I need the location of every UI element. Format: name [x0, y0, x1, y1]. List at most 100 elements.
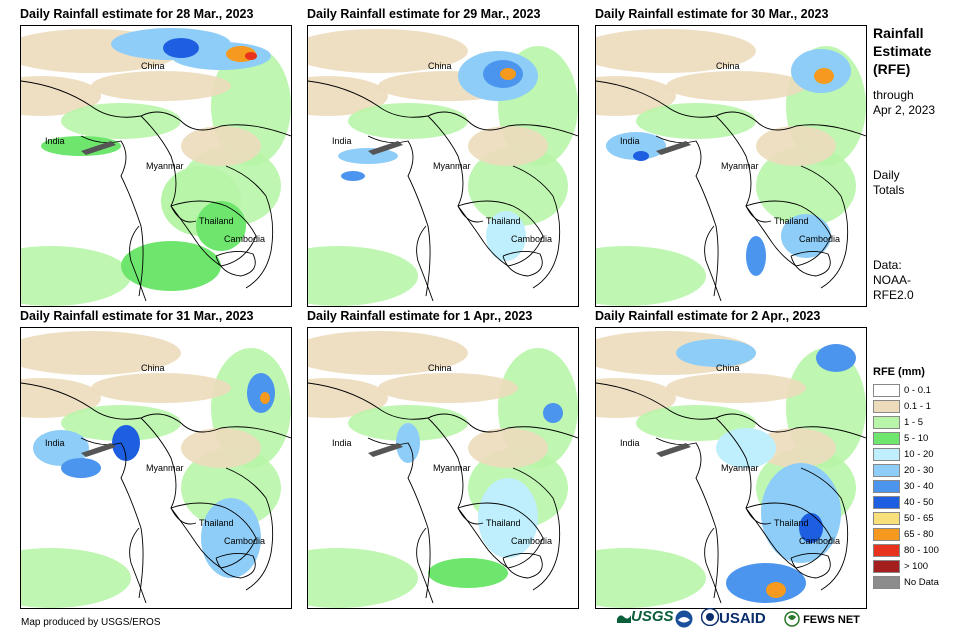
country-border — [416, 225, 434, 302]
rain-area — [181, 428, 261, 468]
rain-area — [308, 378, 388, 418]
map-canvas — [308, 29, 578, 306]
country-border — [512, 467, 561, 591]
country-border — [21, 382, 291, 439]
text-line: RFE2.0 — [873, 288, 914, 302]
legend-swatch — [873, 384, 900, 397]
legend-swatch — [873, 560, 900, 573]
country-border — [715, 417, 772, 525]
place-label-cambodia: Cambodia — [224, 234, 266, 244]
usgs-logo: USGS — [617, 608, 674, 625]
rain-area — [33, 430, 89, 466]
map-canvas — [596, 331, 866, 608]
rain-area — [814, 68, 834, 84]
rainfall-map: China India Myanmar Thailand Cambodia — [595, 327, 867, 609]
rain-area — [756, 146, 856, 226]
rain-area — [308, 331, 468, 375]
rain-area — [247, 373, 275, 413]
legend-swatch — [873, 416, 900, 429]
country-border — [745, 502, 832, 569]
country-border — [170, 200, 257, 267]
rain-area — [596, 29, 756, 73]
rain-area — [666, 71, 806, 101]
rain-area — [61, 103, 181, 139]
country-border — [427, 417, 484, 525]
usaid-seal-icon — [700, 607, 720, 627]
country-border — [140, 115, 197, 223]
legend-label: 65 - 80 — [904, 529, 934, 540]
place-label-india: India — [620, 136, 640, 146]
coastline-no-data — [81, 443, 116, 457]
place-label-cambodia: Cambodia — [511, 234, 553, 244]
place-label-china: China — [716, 61, 740, 71]
usaid-logo: USAID — [700, 607, 766, 627]
rain-area — [478, 478, 538, 558]
title-line: Estimate — [873, 43, 932, 59]
place-label-cambodia: Cambodia — [799, 536, 841, 546]
rain-area — [799, 513, 823, 543]
country-border — [21, 80, 291, 137]
fewsnet-globe-icon — [784, 611, 800, 627]
place-label-myanmar: Myanmar — [146, 463, 184, 473]
usgs-wave-icon — [617, 615, 631, 623]
rain-area — [308, 76, 388, 116]
text-line: NOAA- — [873, 273, 912, 287]
rain-area — [596, 76, 676, 116]
legend-title: RFE (mm) — [873, 366, 925, 378]
country-border — [596, 80, 866, 137]
country-border — [502, 553, 543, 579]
country-border — [715, 115, 772, 223]
place-label-thailand: Thailand — [199, 518, 234, 528]
rainfall-map: China India Myanmar Thailand Cambodia — [595, 25, 867, 307]
rain-area — [91, 71, 231, 101]
place-label-india: India — [332, 136, 352, 146]
map-credit: Map produced by USGS/EROS — [21, 617, 161, 628]
map-canvas — [21, 28, 291, 306]
country-border — [215, 251, 256, 277]
rain-area — [766, 582, 786, 598]
rain-area — [121, 241, 221, 291]
rain-area — [781, 214, 831, 258]
rain-area — [500, 68, 516, 80]
rain-area — [468, 146, 568, 226]
title-line: (RFE) — [873, 61, 911, 77]
rain-area — [21, 548, 131, 608]
panel-title: Daily Rainfall estimate for 2 Apr., 2023 — [595, 309, 821, 323]
place-label-china: China — [141, 61, 165, 71]
rain-area — [61, 458, 101, 478]
country-border — [457, 502, 544, 569]
rain-area — [41, 136, 121, 156]
country-border — [790, 251, 831, 277]
text-line: Data: — [873, 258, 902, 272]
map-canvas — [596, 29, 866, 306]
legend-swatch — [873, 528, 900, 541]
rain-area — [308, 246, 418, 306]
country-border — [225, 165, 274, 289]
rainfall-map: China India Myanmar Thailand Cambodia — [307, 327, 579, 609]
rain-area — [468, 428, 548, 468]
legend-swatch — [873, 544, 900, 557]
legend-label: 1 - 5 — [904, 417, 924, 428]
place-label-thailand: Thailand — [774, 216, 809, 226]
country-border — [225, 467, 274, 591]
coastline-no-data — [368, 443, 403, 457]
place-label-thailand: Thailand — [486, 518, 521, 528]
rainfall-map: China India Myanmar Thailand Cambodia — [20, 327, 292, 609]
country-border — [502, 251, 543, 277]
legend-swatch — [873, 496, 900, 509]
legend-swatch — [873, 512, 900, 525]
country-border — [140, 417, 197, 525]
rain-area — [245, 52, 257, 60]
legend-label: 30 - 40 — [904, 481, 934, 492]
rain-area — [196, 201, 246, 251]
text-line: Totals — [873, 183, 905, 197]
rain-area — [486, 211, 526, 261]
rain-area — [666, 373, 806, 403]
rainfall-map: China India Myanmar Thailand Cambodia — [307, 25, 579, 307]
through-date: through Apr 2, 2023 — [873, 88, 935, 118]
place-label-china: China — [428, 61, 452, 71]
place-label-china: China — [141, 363, 165, 373]
country-border — [704, 225, 722, 302]
legend-label: 5 - 10 — [904, 433, 929, 444]
legend-swatch — [873, 576, 900, 589]
